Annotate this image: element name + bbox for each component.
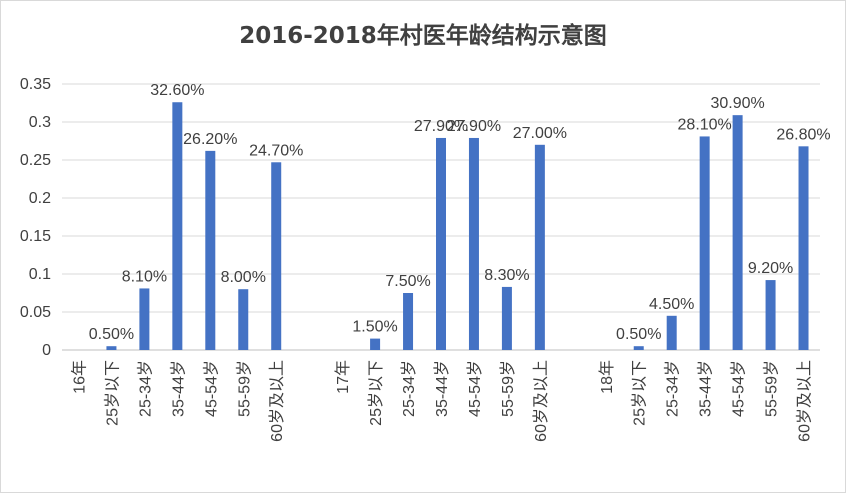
bar [468, 137, 479, 350]
bar [403, 293, 414, 350]
x-tick-label: 25岁以下 [367, 360, 385, 426]
data-label: 28.10% [678, 116, 732, 133]
bar [238, 289, 249, 350]
y-axis: 0 0.05 0.1 0.15 0.2 0.25 0.3 0.35 [20, 76, 51, 359]
x-tick-label: 60岁及以上 [796, 360, 814, 442]
x-tick-label: 25岁以下 [631, 360, 649, 426]
x-tick-label: 16年 [70, 360, 88, 394]
x-tick-label: 17年 [334, 360, 352, 394]
data-labels: 0.50% 8.10% 32.60% 26.20% 8.00% 24.70% 1.50% 7.… [89, 82, 831, 343]
bar [798, 146, 809, 350]
bar [172, 102, 183, 351]
data-label: 9.20% [748, 260, 793, 277]
x-tick-label: 25-34岁 [400, 360, 418, 417]
data-label: 8.10% [122, 268, 167, 285]
data-label: 1.50% [352, 319, 397, 336]
bar [732, 115, 743, 350]
y-tick-label: 0.1 [29, 266, 51, 283]
x-tick-label: 25-34岁 [136, 360, 154, 417]
bar [633, 346, 644, 350]
data-label: 27.00% [513, 125, 567, 142]
bar [370, 338, 381, 350]
data-label: 30.90% [710, 95, 764, 112]
data-label: 24.70% [249, 142, 303, 159]
x-tick-label: 45-54岁 [730, 360, 748, 417]
y-tick-label: 0 [42, 342, 51, 359]
data-label: 26.80% [776, 126, 830, 143]
data-label: 27.90% [447, 118, 501, 135]
bar [501, 286, 512, 350]
y-tick-label: 0.3 [29, 114, 51, 131]
bar [765, 280, 776, 350]
x-tick-label: 55-59岁 [499, 360, 517, 417]
x-tick-label: 55-59岁 [763, 360, 781, 417]
data-label: 8.30% [484, 267, 529, 284]
x-tick-label: 60岁及以上 [268, 360, 286, 442]
y-tick-label: 0.15 [20, 228, 51, 245]
x-tick-label: 35-44岁 [169, 360, 187, 417]
bar [436, 137, 446, 350]
x-tick-label: 35-44岁 [697, 360, 715, 417]
y-tick-label: 0.2 [29, 190, 51, 207]
data-label: 32.60% [150, 82, 204, 99]
x-tick-label: 18年 [598, 360, 616, 394]
bars [106, 102, 809, 351]
x-tick-label: 45-54岁 [466, 360, 484, 417]
data-label: 7.50% [385, 273, 430, 290]
data-label: 8.00% [221, 269, 266, 286]
x-tick-label: 45-54岁 [202, 360, 220, 417]
x-tick-label: 35-44岁 [433, 360, 451, 417]
data-label: 0.50% [89, 326, 134, 343]
y-tick-label: 0.05 [20, 304, 51, 321]
y-tick-label: 0.25 [20, 152, 51, 169]
x-axis: 16年 25岁以下 25-34岁 35-44岁 45-54岁 55-59岁 60岁及以上 17… [70, 360, 813, 442]
bar [699, 136, 710, 350]
chart-title: 2016-2018年村医年龄结构示意图 [239, 23, 607, 49]
bar [534, 144, 545, 350]
x-tick-label: 55-59岁 [235, 360, 253, 417]
bar [205, 150, 216, 350]
y-tick-label: 0.35 [20, 76, 51, 93]
bar [666, 315, 677, 350]
data-label: 26.20% [183, 131, 237, 148]
bar [139, 288, 150, 350]
data-label: 4.50% [649, 296, 694, 313]
data-label: 0.50% [616, 326, 661, 343]
bar [271, 162, 282, 350]
x-tick-label: 60岁及以上 [532, 360, 550, 442]
x-tick-label: 25岁以下 [103, 360, 121, 426]
bar [106, 346, 117, 350]
x-tick-label: 25-34岁 [664, 360, 682, 417]
data-label: 27.90% [414, 118, 468, 135]
